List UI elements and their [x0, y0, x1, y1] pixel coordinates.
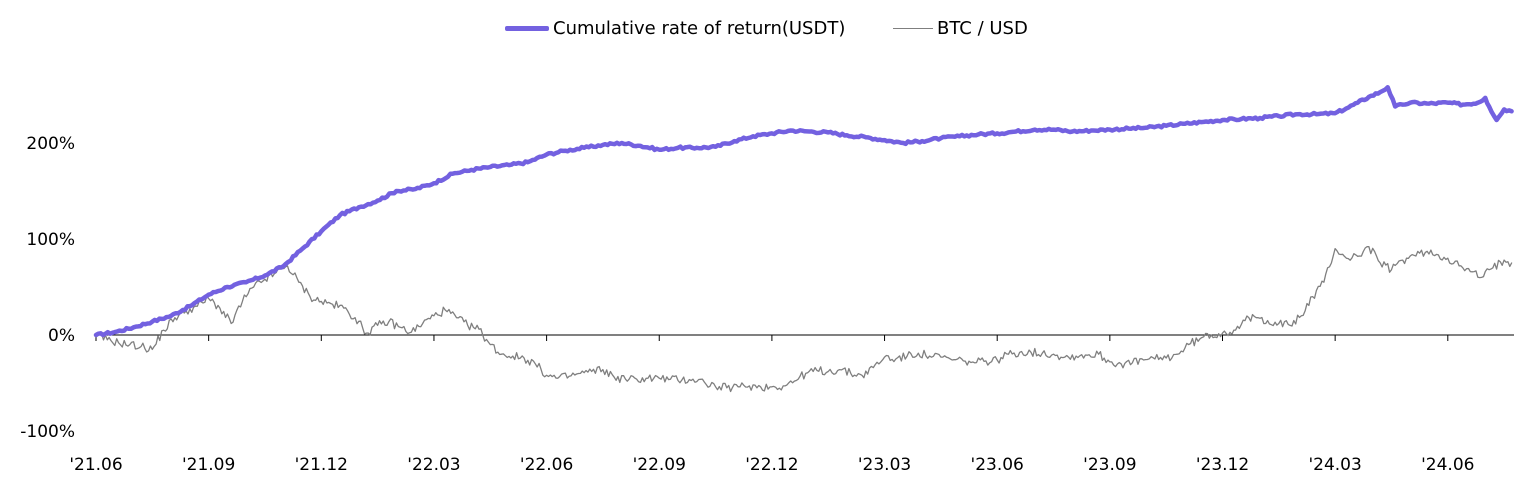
- y-tick-label: -100%: [20, 422, 75, 442]
- x-tick-label: '23.12: [1196, 455, 1249, 475]
- legend-swatch-btc: [893, 27, 933, 30]
- axis-layer: '21.06 '21.09 '21.12 '22.03 '22.06 '22.09 '22.…: [20, 134, 1514, 475]
- series-line-strategy: [93, 85, 1514, 338]
- x-tick-label: '23.06: [971, 455, 1024, 475]
- series-layer: [93, 85, 1514, 393]
- x-tick-label: '22.12: [745, 455, 798, 475]
- legend-label-strategy: Cumulative rate of return(USDT): [553, 18, 846, 39]
- chart-legend: Cumulative rate of return(USDT) BTC / US…: [0, 18, 1536, 48]
- x-tick-label: '21.09: [182, 455, 235, 475]
- legend-item-strategy: Cumulative rate of return(USDT): [505, 18, 845, 39]
- series-line-btc: [95, 245, 1513, 393]
- legend-item-btc: BTC / USD: [893, 18, 1028, 39]
- x-tick-label: '24.03: [1308, 455, 1361, 475]
- x-tick-label: '23.03: [858, 455, 911, 475]
- legend-swatch-strategy: [505, 26, 549, 31]
- legend-label-btc: BTC / USD: [937, 18, 1028, 39]
- x-tick-label: '21.12: [295, 455, 348, 475]
- y-tick-label: 100%: [26, 230, 75, 250]
- x-tick-label: '21.06: [69, 455, 122, 475]
- x-tick-label: '22.06: [520, 455, 573, 475]
- x-tick-label: '22.03: [407, 455, 460, 475]
- y-tick-label: 0%: [48, 326, 75, 346]
- y-tick-label: 200%: [26, 134, 75, 154]
- x-tick-label: '22.09: [633, 455, 686, 475]
- x-tick-label: '23.09: [1083, 455, 1136, 475]
- x-tick-label: '24.06: [1421, 455, 1474, 475]
